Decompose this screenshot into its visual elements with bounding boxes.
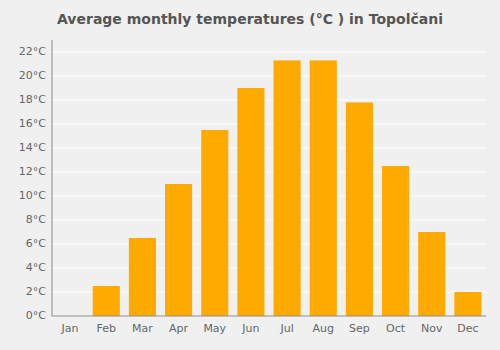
grid-line xyxy=(52,75,486,76)
bar xyxy=(129,238,156,316)
bar xyxy=(310,60,337,316)
bar xyxy=(274,60,301,316)
y-tick-label: 8°C xyxy=(26,213,46,226)
x-tick-label: Jan xyxy=(61,322,79,335)
x-tick-label: Sep xyxy=(349,322,370,335)
y-tick-label: 14°C xyxy=(19,141,46,154)
x-tick-label: Mar xyxy=(132,322,153,335)
y-tick-label: 20°C xyxy=(19,69,46,82)
y-tick-label: 6°C xyxy=(26,237,46,250)
y-tick-label: 4°C xyxy=(26,261,46,274)
bar xyxy=(454,292,481,316)
y-tick-label: 2°C xyxy=(26,285,46,298)
grid-line xyxy=(52,99,486,100)
x-tick-label: Dec xyxy=(457,322,478,335)
x-tick-label: Jul xyxy=(279,322,293,335)
x-tick-label: Jun xyxy=(241,322,259,335)
grid-line xyxy=(52,123,486,124)
grid-line xyxy=(52,195,486,196)
y-tick-label: 10°C xyxy=(19,189,46,202)
y-tick-label: 16°C xyxy=(19,117,46,130)
grid-line xyxy=(52,219,486,220)
grid-line xyxy=(52,315,486,316)
x-tick-label: Feb xyxy=(97,322,116,335)
grid-line xyxy=(52,51,486,52)
x-tick-label: May xyxy=(203,322,226,335)
title: Average monthly temperatures (°C ) in To… xyxy=(57,11,443,27)
bar xyxy=(201,130,228,316)
bar xyxy=(165,184,192,316)
background xyxy=(0,0,500,350)
grid-line xyxy=(52,171,486,172)
y-tick-label: 12°C xyxy=(19,165,46,178)
x-axis-line xyxy=(52,316,486,317)
bars xyxy=(93,60,482,316)
y-tick-label: 22°C xyxy=(19,45,46,58)
bar xyxy=(93,286,120,316)
y-axis-line xyxy=(52,40,53,316)
x-tick-label: Oct xyxy=(386,322,406,335)
bar xyxy=(237,88,264,316)
y-tick-label: 18°C xyxy=(19,93,46,106)
grid-line xyxy=(52,147,486,148)
grid xyxy=(52,52,486,316)
y-tick-label: 0°C xyxy=(26,309,46,322)
x-tick-label: Aug xyxy=(313,322,334,335)
bar xyxy=(382,166,409,316)
bar xyxy=(346,102,373,316)
x-tick-label: Nov xyxy=(421,322,443,335)
x-tick-label: Apr xyxy=(169,322,189,335)
bar xyxy=(418,232,445,316)
chart: 0°C 2°C 4°C 6°C 8°C 10°C 12°C 14°C 16°C 18°C 20°C 2… xyxy=(0,0,500,350)
